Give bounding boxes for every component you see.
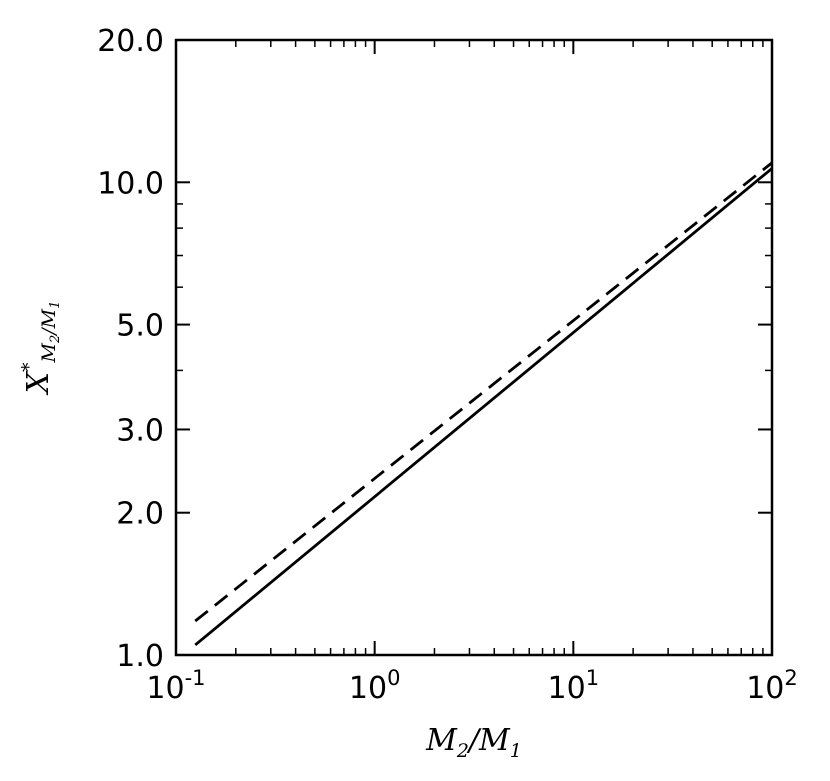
series-layer <box>194 161 773 647</box>
minor-ticks <box>176 40 772 655</box>
x-tick-label: 101 <box>548 666 600 706</box>
series-line-solid <box>194 167 773 647</box>
y-tick-label: 3.0 <box>116 413 164 448</box>
y-tick-label: 20.0 <box>97 24 164 59</box>
series-line-dashed <box>194 161 773 623</box>
x-tick-label: 102 <box>746 666 798 706</box>
y-tick-label: 1.0 <box>116 639 164 674</box>
y-axis-label: X*M2/M1 <box>18 301 63 396</box>
y-tick-label: 10.0 <box>97 166 164 201</box>
plot-frame <box>174 38 774 657</box>
y-tick-labels: 1.0 2.0 3.0 5.0 10.0 20.0 <box>97 24 164 674</box>
major-ticks <box>175 39 773 656</box>
x-tick-label: 100 <box>349 666 401 706</box>
y-tick-label: 5.0 <box>116 309 164 344</box>
x-tick-label: 10-1 <box>146 666 205 706</box>
x-tick-labels: 10-1 100 101 102 <box>146 666 797 706</box>
y-tick-label: 2.0 <box>116 497 164 532</box>
x-axis-label: M2/M1 <box>425 723 522 762</box>
